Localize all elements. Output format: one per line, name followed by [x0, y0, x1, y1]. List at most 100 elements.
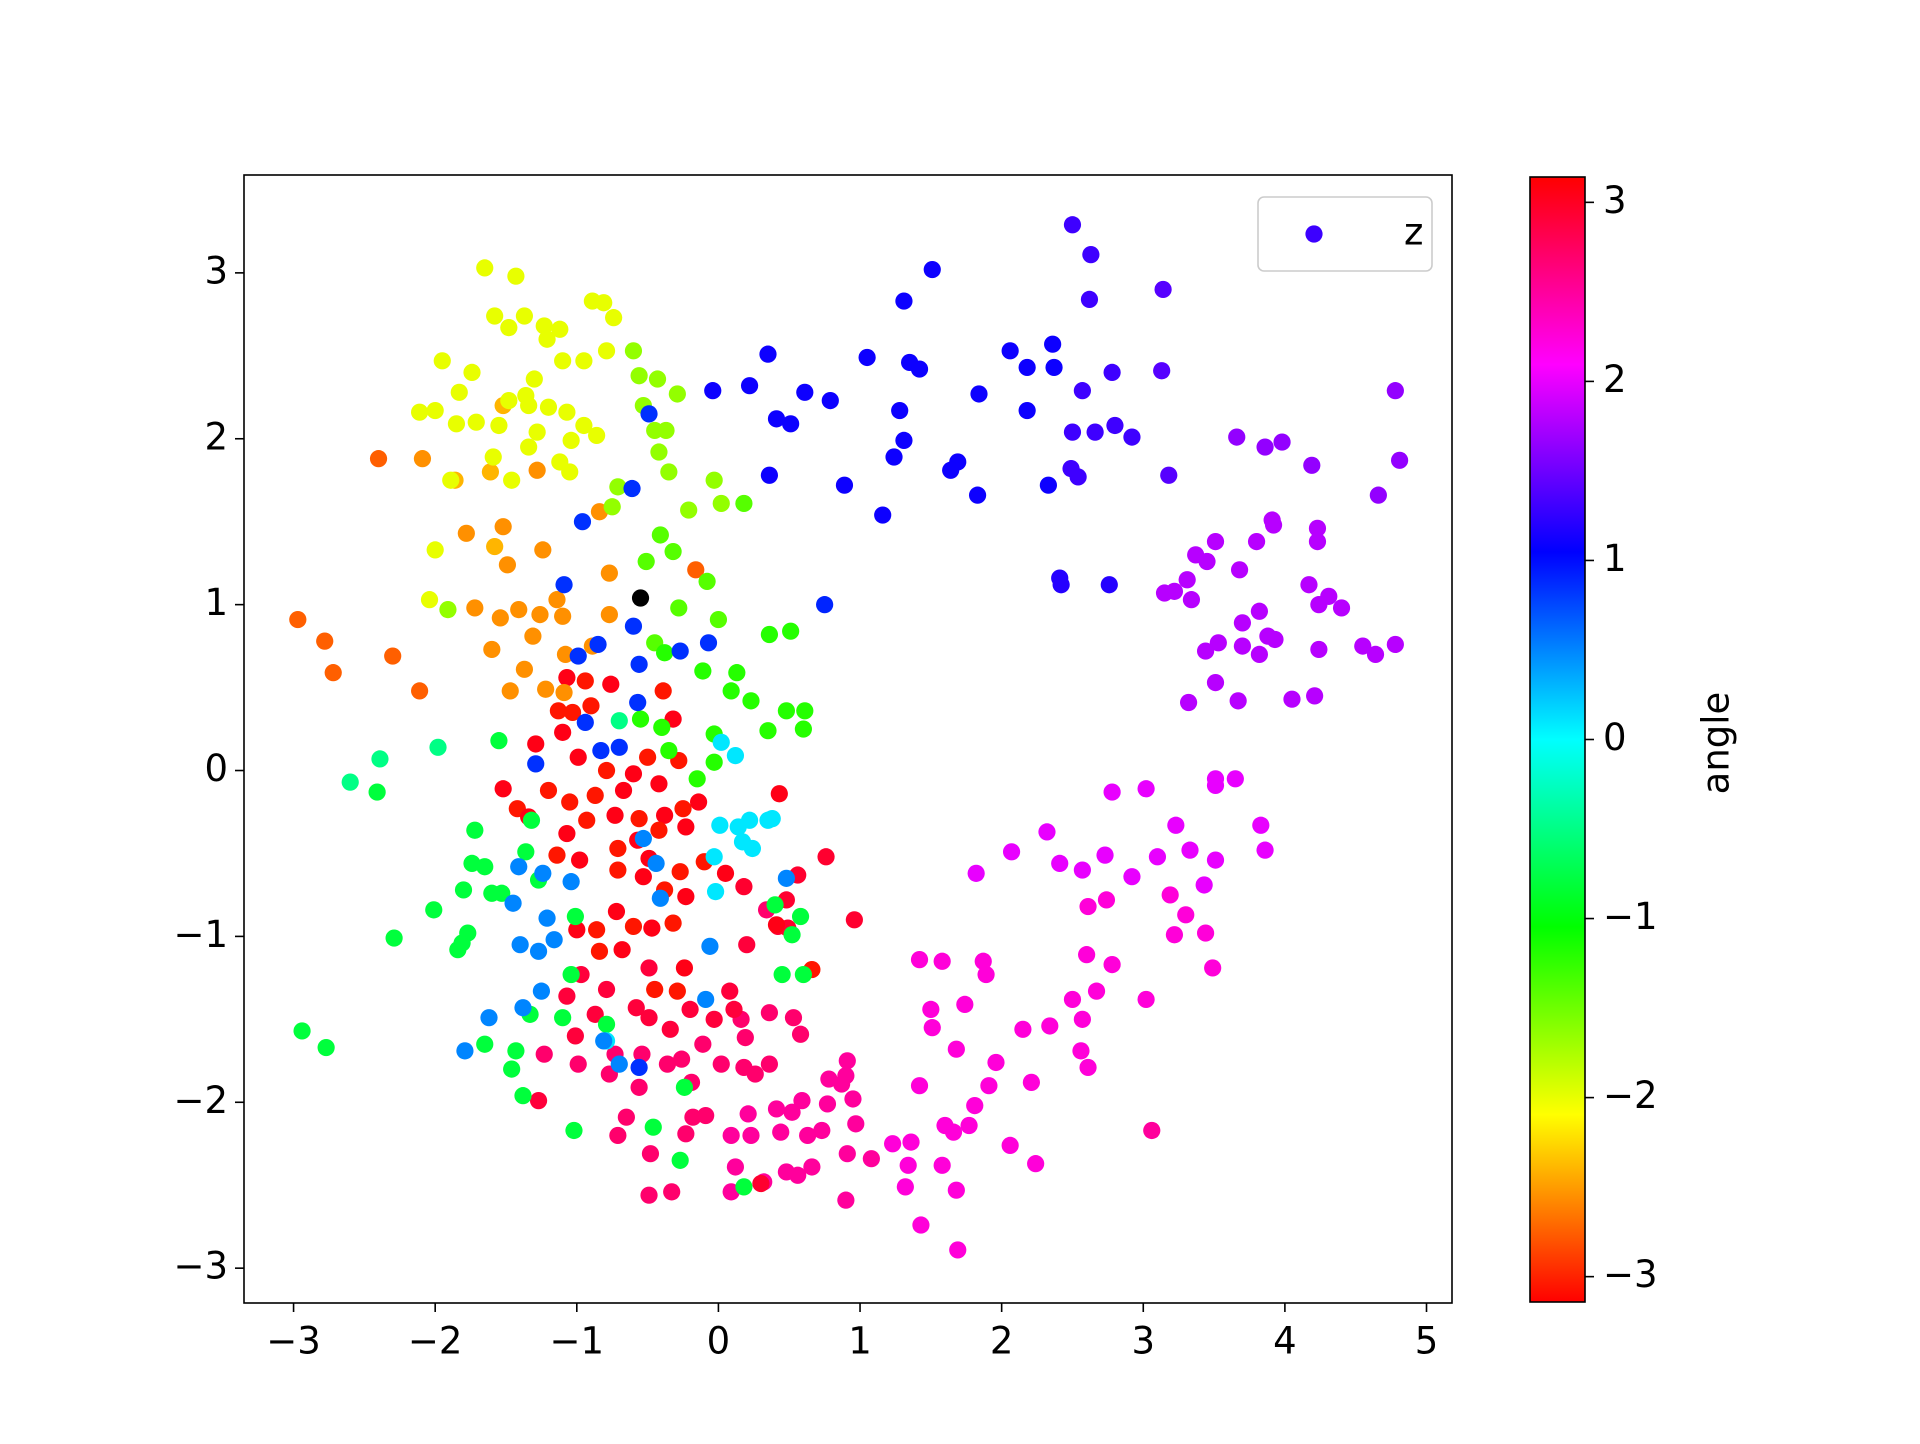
data-point — [624, 765, 643, 783]
data-point — [1052, 576, 1070, 594]
data-point — [498, 556, 517, 574]
data-point — [689, 793, 708, 811]
data-point — [1018, 358, 1036, 377]
data-point — [835, 476, 854, 494]
data-point — [1103, 956, 1121, 974]
data-point — [784, 1009, 803, 1027]
data-point — [705, 471, 723, 489]
data-point — [1250, 645, 1268, 664]
data-point — [817, 848, 835, 866]
data-point — [1073, 861, 1091, 879]
data-point — [426, 401, 444, 420]
data-point — [705, 753, 723, 771]
data-point — [490, 416, 508, 435]
data-point — [589, 635, 607, 654]
data-point — [535, 1045, 553, 1063]
data-point — [500, 319, 518, 337]
data-point — [368, 783, 386, 801]
data-point — [956, 995, 974, 1014]
data-point — [862, 1150, 880, 1168]
data-point — [1198, 552, 1216, 571]
data-point — [794, 965, 812, 984]
data-point — [1014, 1020, 1032, 1038]
data-point — [630, 367, 648, 385]
colorbar-tick-label: −1 — [1603, 895, 1658, 938]
data-point — [1308, 519, 1327, 537]
data-point — [1252, 816, 1270, 834]
data-point — [624, 342, 643, 360]
data-point — [317, 1038, 335, 1057]
data-point — [426, 541, 444, 559]
data-point — [1206, 776, 1225, 795]
data-point — [672, 1050, 691, 1068]
x-tick-label: −1 — [550, 1320, 605, 1363]
data-point — [507, 1042, 525, 1060]
data-point — [760, 1055, 779, 1073]
data-point — [899, 1156, 917, 1174]
data-point — [476, 1035, 494, 1053]
data-point — [341, 773, 359, 791]
data-point — [525, 370, 543, 388]
legend-box — [1257, 196, 1433, 272]
data-point — [1038, 823, 1056, 841]
data-point — [977, 965, 995, 984]
data-point — [712, 1055, 730, 1073]
data-point — [1087, 982, 1106, 1000]
data-point — [476, 259, 494, 277]
data-point — [385, 929, 403, 947]
data-point — [614, 781, 633, 800]
data-point — [602, 675, 620, 693]
data-point — [933, 1156, 951, 1174]
data-point — [607, 902, 626, 921]
data-point — [816, 596, 834, 614]
axes-frame — [243, 174, 1453, 1304]
data-point — [763, 810, 781, 828]
data-point — [661, 1020, 679, 1038]
data-point — [648, 370, 667, 388]
data-point — [466, 821, 484, 839]
data-point — [646, 980, 664, 999]
data-point — [556, 645, 575, 664]
data-point — [609, 839, 627, 858]
data-point — [529, 1092, 548, 1110]
x-tick-label: 4 — [1273, 1320, 1297, 1363]
data-point — [777, 869, 795, 887]
data-point — [449, 941, 467, 959]
data-point — [514, 999, 532, 1017]
data-point — [987, 1053, 1005, 1072]
data-point — [680, 501, 698, 519]
data-point — [630, 1058, 648, 1077]
data-point — [609, 478, 627, 496]
data-point — [735, 494, 753, 513]
data-point — [874, 506, 892, 524]
data-point — [562, 873, 580, 891]
data-point — [597, 761, 616, 780]
data-point — [902, 1133, 920, 1151]
data-point — [891, 401, 909, 420]
data-point — [677, 1125, 695, 1143]
data-point — [759, 345, 777, 363]
data-point — [711, 816, 729, 834]
data-point — [1226, 770, 1244, 788]
data-point — [610, 1055, 628, 1073]
data-point — [688, 770, 706, 788]
data-point — [545, 931, 563, 949]
data-point — [743, 839, 762, 858]
data-point — [912, 1216, 930, 1234]
data-point — [726, 746, 745, 765]
data-point — [631, 589, 650, 607]
data-point — [457, 524, 475, 542]
data-point — [524, 627, 542, 645]
data-point — [494, 518, 512, 536]
data-point — [699, 634, 718, 652]
data-point — [562, 965, 580, 984]
data-point — [569, 647, 587, 665]
data-point — [1182, 591, 1201, 609]
y-tick-label: −1 — [173, 913, 228, 956]
data-point — [555, 576, 573, 594]
data-point — [493, 884, 511, 902]
data-point — [467, 413, 485, 431]
plot-points — [289, 216, 1409, 1259]
data-point — [1273, 433, 1291, 451]
data-point — [660, 742, 678, 760]
